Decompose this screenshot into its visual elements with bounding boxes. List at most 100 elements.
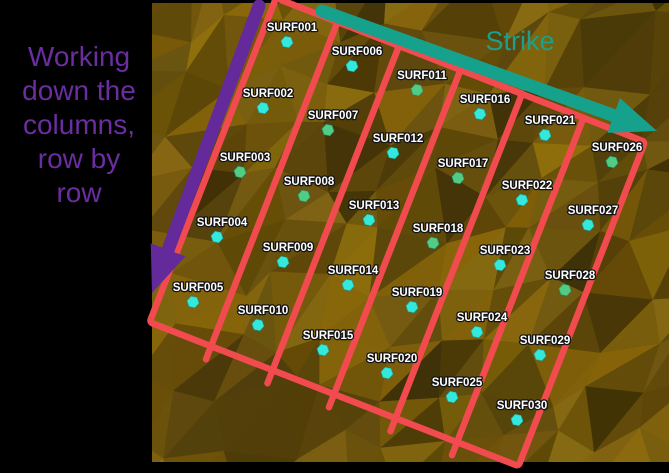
terrain-facet xyxy=(580,3,656,20)
survey-point-marker xyxy=(276,255,290,269)
terrain-facet xyxy=(152,136,193,182)
terrain-facet xyxy=(439,94,498,140)
terrain-facet xyxy=(549,3,610,20)
terrain-facet xyxy=(446,196,506,244)
survey-point-marker xyxy=(558,283,572,297)
terrain-facet xyxy=(345,429,381,462)
terrain-facet xyxy=(297,384,346,459)
survey-point-label: SURF018 xyxy=(413,223,464,235)
terrain-facet xyxy=(163,451,224,462)
survey-point-marker xyxy=(581,218,595,232)
terrain-facet xyxy=(152,42,192,72)
survey-point-label: SURF020 xyxy=(367,353,418,365)
survey-point-marker xyxy=(316,343,330,357)
terrain-facet xyxy=(152,3,192,43)
survey-point-marker xyxy=(493,258,507,272)
terrain-facet xyxy=(280,20,341,66)
terrain-facet xyxy=(165,71,229,137)
terrain-facet xyxy=(345,401,381,448)
strike-label: Strike xyxy=(485,26,554,56)
terrain-facet xyxy=(528,227,601,278)
terrain-facet xyxy=(171,273,247,324)
terrain-facet xyxy=(585,343,660,393)
survey-point-marker xyxy=(473,107,487,121)
terrain-facet xyxy=(558,386,595,453)
survey-point-marker xyxy=(297,189,311,203)
terrain-facet xyxy=(152,228,174,295)
terrain-facet xyxy=(152,443,164,462)
survey-point-marker xyxy=(280,35,294,49)
terrain-facet xyxy=(580,11,656,88)
terrain-facet xyxy=(243,271,271,335)
survey-point-marker xyxy=(251,318,265,332)
terrain-facet xyxy=(163,401,224,459)
terrain-facet xyxy=(330,223,378,275)
survey-point-label: SURF009 xyxy=(263,242,314,254)
survey-point-marker xyxy=(510,413,524,427)
survey-point-label: SURF025 xyxy=(432,377,483,389)
survey-grid xyxy=(147,0,648,469)
terrain-facet xyxy=(223,375,298,459)
survey-point-label: SURF003 xyxy=(220,152,271,164)
survey-point-marker xyxy=(380,366,394,380)
terrain-facet xyxy=(438,290,494,341)
terrain-facet xyxy=(243,271,277,353)
survey-point-marker xyxy=(362,213,376,227)
terrain-facet xyxy=(186,14,225,72)
terrain-facet xyxy=(152,123,166,182)
terrain-facet xyxy=(152,29,192,71)
terrain-facet xyxy=(643,333,669,393)
terrain-facet xyxy=(553,352,601,407)
survey-point-label: SURF026 xyxy=(592,142,643,154)
survey-point-label: SURF013 xyxy=(349,200,400,212)
survey-point-label: SURF016 xyxy=(460,94,511,106)
terrain-facet xyxy=(553,386,586,431)
terrain-facet xyxy=(319,297,391,347)
terrain-facet xyxy=(214,334,277,402)
terrain-facet xyxy=(152,70,187,124)
terrain-facet xyxy=(152,167,193,229)
terrain-facet xyxy=(376,127,440,191)
terrain-facet xyxy=(369,227,447,298)
grid-column-divider xyxy=(325,68,463,411)
working-direction-arrow-shaft xyxy=(160,0,266,261)
terrain-facet xyxy=(246,219,286,296)
terrain-facet xyxy=(152,374,174,444)
terrain-facet xyxy=(390,83,446,146)
terrain-facet xyxy=(379,340,443,402)
terrain-facet xyxy=(283,3,341,43)
terrain-facet xyxy=(273,429,350,462)
terrain-facet xyxy=(537,430,595,462)
terrain-facet xyxy=(296,337,320,385)
terrain-facet xyxy=(493,227,552,291)
terrain-facet xyxy=(186,14,229,90)
terrain-facet xyxy=(276,337,320,376)
terrain-facet xyxy=(374,83,446,146)
terrain-facet xyxy=(629,169,669,242)
survey-point-label: SURF028 xyxy=(545,270,596,282)
survey-point-marker xyxy=(410,83,424,97)
terrain-facet xyxy=(152,71,187,137)
terrain-facet xyxy=(319,274,370,338)
terrain-facet xyxy=(328,145,391,193)
terrain-facet xyxy=(649,14,669,95)
grid-column-divider xyxy=(387,92,525,435)
terrain-facet xyxy=(369,243,447,298)
terrain-facet xyxy=(629,224,669,300)
terrain-facet xyxy=(642,79,669,142)
terrain-facet xyxy=(435,127,498,168)
survey-point-label: SURF017 xyxy=(438,158,489,170)
terrain-facet xyxy=(395,440,446,462)
terrain-facet xyxy=(583,241,653,300)
working-order-caption: Working down the columns, row by row xyxy=(22,41,136,208)
strike-arrow-shaft xyxy=(315,4,624,124)
terrain-facet xyxy=(376,167,436,228)
terrain-facet xyxy=(152,323,176,391)
terrain-facet xyxy=(217,167,286,243)
survey-point-label: SURF004 xyxy=(197,217,248,229)
terrain-facet xyxy=(376,127,440,191)
terrain-facet xyxy=(439,339,484,398)
terrain-facet xyxy=(349,447,396,462)
terrain-facet xyxy=(583,11,656,95)
